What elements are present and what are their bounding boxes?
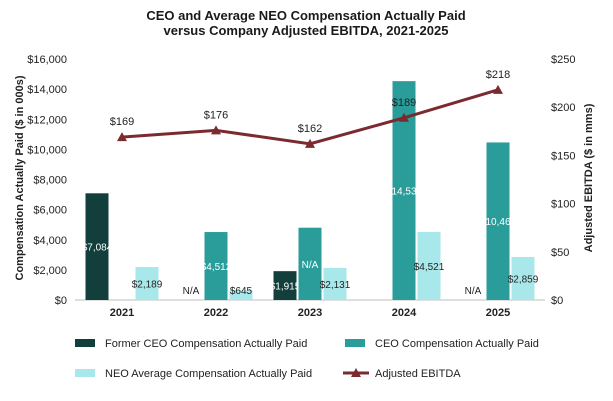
- bar-data-label: 14,53: [391, 187, 416, 198]
- bar: [273, 271, 297, 300]
- x-tick-label: 2022: [204, 307, 228, 319]
- y-right-tick-label: $0: [551, 295, 563, 307]
- y-left-tick-label: $12,000: [27, 114, 67, 126]
- line-data-label: $162: [298, 123, 322, 135]
- legend-swatch: [75, 369, 95, 377]
- bar: [511, 256, 535, 300]
- y-right-tick-label: $50: [551, 247, 569, 259]
- y-right-tick-label: $150: [551, 150, 575, 162]
- legend-swatch: [345, 339, 365, 347]
- chart-title-line1: CEO and Average NEO Compensation Actuall…: [146, 8, 465, 23]
- bar-data-label: N/A: [465, 286, 482, 297]
- bar: [85, 193, 109, 300]
- y-right-tick-label: $250: [551, 54, 575, 66]
- bar: [229, 290, 253, 300]
- legend-label: NEO Average Compensation Actually Paid: [105, 368, 312, 380]
- bar: [204, 232, 228, 300]
- legend-label: CEO Compensation Actually Paid: [375, 338, 539, 350]
- x-tick-label: 2023: [298, 307, 322, 319]
- line-data-label: $176: [204, 109, 228, 121]
- line-marker: [493, 84, 503, 94]
- line-data-label: $189: [392, 97, 416, 109]
- legend-label: Adjusted EBITDA: [375, 368, 461, 380]
- y-left-tick-label: $2,000: [33, 265, 67, 277]
- y-left-tick-label: $16,000: [27, 54, 67, 66]
- x-tick-label: 2024: [392, 307, 417, 319]
- bar: [298, 227, 322, 300]
- bar-data-label: $645: [230, 286, 253, 297]
- y-left-tick-label: $8,000: [33, 175, 67, 187]
- line-marker: [211, 125, 221, 135]
- y-axis-right-title: Adjusted EBITDA ($ in mms): [583, 103, 595, 252]
- bar-data-label: $7,084: [82, 243, 113, 254]
- bar-data-label: $2,131: [320, 280, 351, 291]
- y-axis-left-title: Compensation Actually Paid ($ in 000s): [14, 75, 26, 280]
- line-marker: [305, 138, 315, 148]
- y-left-tick-label: $4,000: [33, 235, 67, 247]
- bar-data-label: N/A: [183, 286, 200, 297]
- bar: [323, 267, 347, 300]
- plot-area: $0 $2,000 $4,000 $6,000 $8,000 $10,000 $12,000…: [27, 54, 575, 319]
- bar-data-label: N/A: [302, 260, 319, 271]
- line-marker: [117, 132, 127, 142]
- bar-data-label: $2,189: [132, 280, 163, 291]
- y-left-tick-label: $6,000: [33, 205, 67, 217]
- bar: [135, 267, 159, 300]
- bar: [417, 231, 441, 300]
- bar-data-label: $4,521: [414, 262, 445, 273]
- line-data-label: $169: [110, 116, 134, 128]
- bar-data-label: $2,859: [508, 274, 539, 285]
- x-tick-label: 2021: [110, 307, 134, 319]
- y-left-tick-label: $10,000: [27, 144, 67, 156]
- y-left-tick-label: $0: [55, 295, 67, 307]
- bar-data-label: $4,512: [201, 262, 232, 273]
- x-tick-label: 2025: [486, 307, 510, 319]
- y-right-tick-label: $100: [551, 199, 575, 211]
- y-left-tick-label: $14,000: [27, 84, 67, 96]
- legend-label: Former CEO Compensation Actually Paid: [105, 338, 307, 350]
- legend-swatch: [75, 339, 95, 347]
- legend: Former CEO Compensation Actually Paid CEO…: [75, 338, 539, 380]
- legend-swatch-marker: [351, 368, 361, 377]
- bar: [486, 142, 510, 300]
- bar-data-label: $1,915: [270, 282, 301, 293]
- chart-title-line2: versus Company Adjusted EBITDA, 2021-202…: [164, 23, 449, 38]
- bar: [392, 81, 416, 300]
- line-data-label: $218: [486, 69, 510, 81]
- line-marker: [399, 112, 409, 122]
- line-series: [121, 88, 499, 146]
- y-right-tick-label: $200: [551, 102, 575, 114]
- bar-data-label: 10,46: [485, 217, 510, 228]
